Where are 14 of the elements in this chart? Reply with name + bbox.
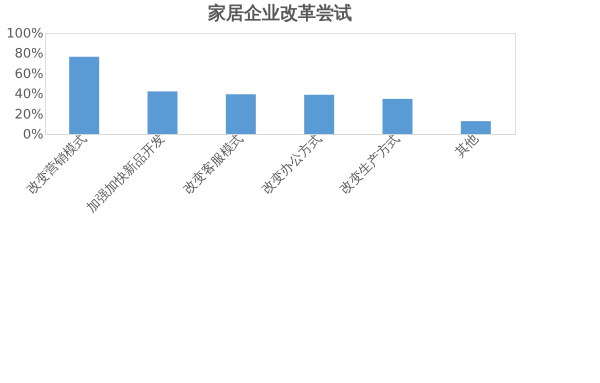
bar <box>304 94 334 134</box>
bar <box>148 91 178 134</box>
bar <box>460 121 491 134</box>
y-tick-label: 40% <box>14 87 44 102</box>
y-tick-label: 60% <box>14 66 44 82</box>
bar <box>69 56 100 134</box>
x-tick-label: 其他 <box>452 132 482 161</box>
chart-title: 家居企业改革尝试 <box>207 3 352 24</box>
y-tick-label: 100% <box>6 26 44 42</box>
y-tick-label: 0% <box>22 128 44 142</box>
y-tick-label: 80% <box>14 46 44 62</box>
y-tick-label: 20% <box>14 107 44 122</box>
bar <box>382 98 412 134</box>
bar <box>226 94 256 134</box>
